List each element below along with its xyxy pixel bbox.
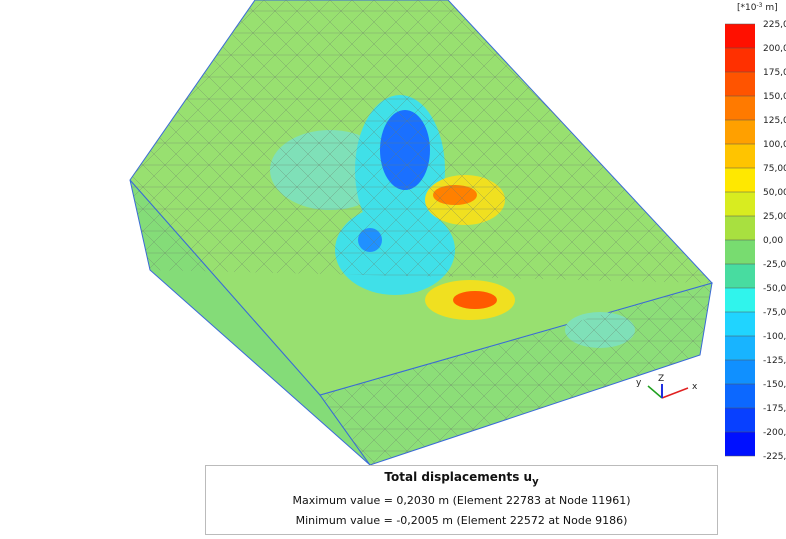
legend-label: -50,00 (763, 284, 786, 294)
axis-y (647, 385, 663, 399)
model (129, 0, 713, 466)
legend: [*10-3 m] 225,00 200,00 175,00 150,00 125,00… (725, 2, 786, 462)
axis-triad: x y Z (636, 374, 698, 399)
legend-band (725, 72, 755, 96)
legend-band (725, 408, 755, 432)
legend-band (725, 288, 755, 312)
legend-label: -25,00 (763, 260, 786, 270)
title-text: Total displacements u (384, 470, 533, 484)
legend-band (725, 216, 755, 240)
legend-label: 100,00 (763, 140, 786, 150)
unit-rest: m] (762, 3, 777, 13)
legend-label: -225,00 (763, 452, 786, 462)
legend-label: -100,00 (763, 332, 786, 342)
legend-label: 50,00 (763, 188, 786, 198)
axis-x (661, 387, 689, 399)
legend-band (725, 384, 755, 408)
legend-band (725, 336, 755, 360)
axis-label: y (636, 378, 642, 388)
legend-label: 150,00 (763, 92, 786, 102)
title-subscript: y (532, 476, 539, 488)
axis-label: x (692, 382, 698, 392)
contour (453, 291, 497, 309)
legend-band (725, 168, 755, 192)
legend-band (725, 264, 755, 288)
legend-band (725, 360, 755, 384)
legend-band (725, 96, 755, 120)
legend-band (725, 24, 755, 48)
legend-label: 125,00 (763, 116, 786, 126)
mesh (130, 0, 712, 465)
legend-band (725, 48, 755, 72)
legend-label: 0,00 (763, 236, 783, 246)
legend-band (725, 240, 755, 264)
min-value: Minimum value = -0,2005 m (Element 22572… (295, 514, 628, 528)
legend-label: -200,00 (763, 428, 786, 438)
legend-band (725, 192, 755, 216)
legend-label: -125,00 (763, 356, 786, 366)
legend-band (725, 312, 755, 336)
legend-label: 75,00 (763, 164, 786, 174)
max-value: Maximum value = 0,2030 m (Element 22783 … (292, 494, 631, 508)
legend-band (725, 144, 755, 168)
unit-exponent: -3 (756, 2, 762, 9)
legend-label: -75,00 (763, 308, 786, 318)
legend-label: 25,00 (763, 212, 786, 222)
info-title: Total displacements uy (206, 470, 717, 487)
legend-band (725, 432, 755, 456)
legend-label: 200,00 (763, 44, 786, 54)
legend-label: 175,00 (763, 68, 786, 78)
legend-band (725, 120, 755, 144)
info-box: Total displacements uy Maximum value = 0… (205, 465, 718, 535)
legend-label: -175,00 (763, 404, 786, 414)
axis-label: Z (658, 374, 664, 384)
legend-label: -150,00 (763, 380, 786, 390)
legend-label: 225,00 (763, 20, 786, 30)
unit-base: [*10 (737, 3, 757, 13)
legend-unit: [*10-3 m] (737, 2, 778, 13)
